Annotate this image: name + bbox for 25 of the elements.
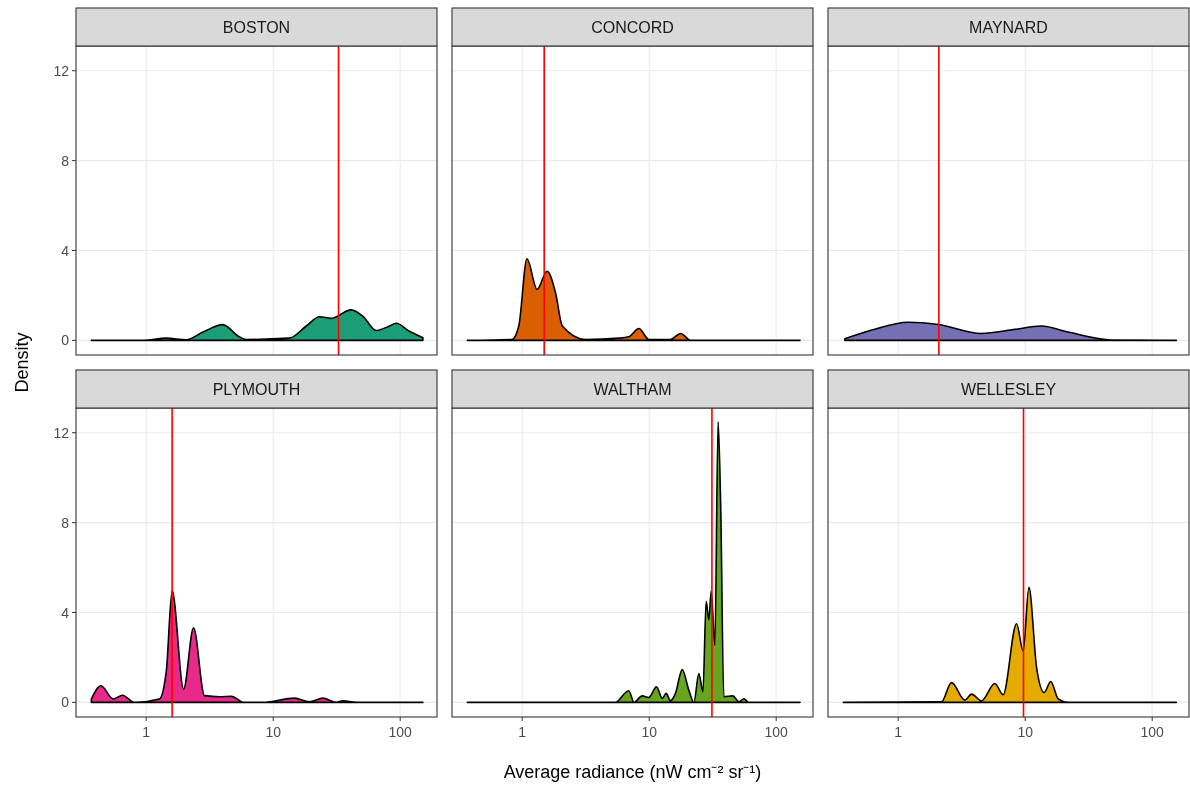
chart-title: PLYMOUTH: [212, 381, 301, 398]
y-tick-label: 0: [61, 332, 70, 349]
chart-title: MAYNARD: [969, 19, 1048, 36]
y-tick-label: 4: [61, 242, 70, 259]
chart-title: CONCORD: [591, 19, 674, 36]
x-axis-title: Average radiance (nW cm⁻² sr⁻¹): [503, 762, 762, 782]
y-tick-label: 4: [61, 604, 70, 621]
y-axis-title: Density: [12, 332, 32, 393]
x-tick-label: 1: [518, 724, 527, 740]
x-tick-label: 100: [764, 724, 789, 740]
y-tick-label: 0: [61, 694, 70, 711]
x-tick-label: 1: [142, 724, 151, 740]
chart-title: BOSTON: [222, 19, 291, 36]
x-tick-label: 10: [1017, 724, 1034, 740]
y-tick-label: 12: [53, 62, 70, 79]
x-tick-label: 10: [265, 724, 282, 740]
chart-title: WALTHAM: [593, 381, 672, 398]
y-tick-label: 12: [53, 424, 70, 441]
x-tick-label: 1: [894, 724, 903, 740]
y-tick-label: 8: [61, 152, 70, 169]
x-tick-label: 10: [641, 724, 658, 740]
y-tick-label: 8: [61, 514, 70, 531]
x-tick-label: 100: [388, 724, 413, 740]
chart-title: WELLESLEY: [960, 381, 1057, 398]
x-tick-label: 100: [1140, 724, 1165, 740]
